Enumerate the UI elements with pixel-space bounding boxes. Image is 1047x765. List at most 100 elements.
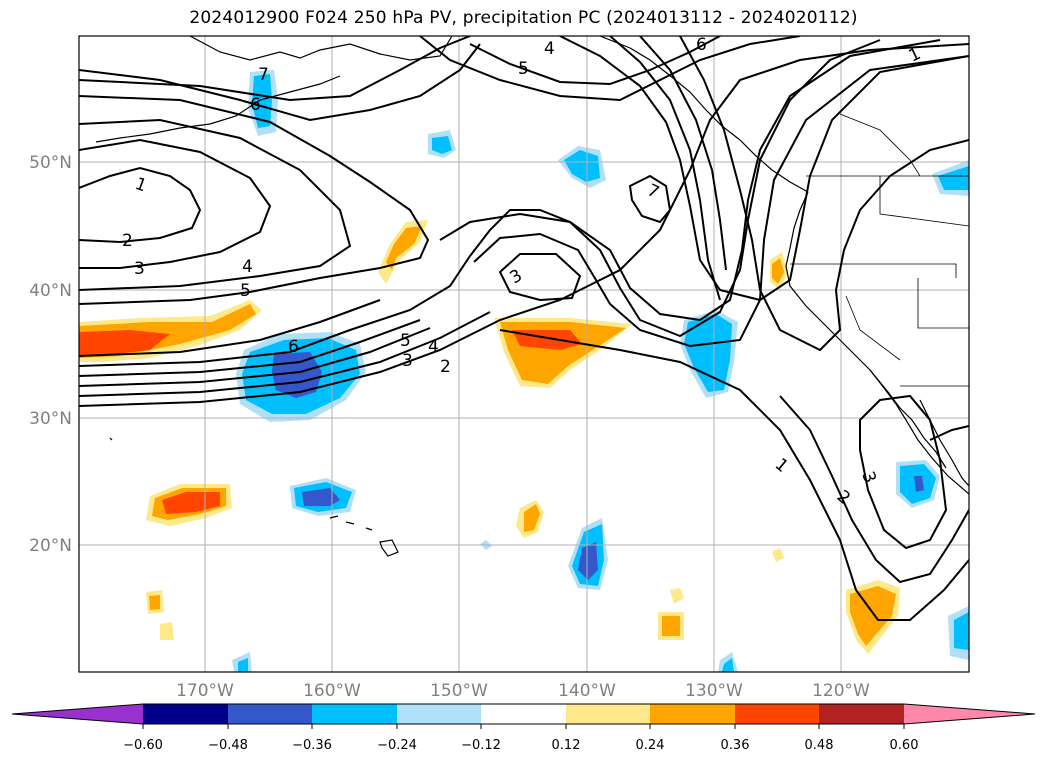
hawaiian-islands xyxy=(329,515,399,557)
map-plot-area: 1 2 3 4 5 6 7 6 5 3 4 2 3 4 5 6 7 1 1 2 … xyxy=(79,35,969,672)
colorbar-tick-label: 0.60 xyxy=(890,738,919,753)
colorbar-bin xyxy=(481,704,566,724)
pv-label: 3 xyxy=(402,351,413,371)
pv-label: 3 xyxy=(134,259,145,279)
lon-label: 170°W xyxy=(176,681,234,701)
pv-contour-6 xyxy=(79,299,381,357)
pv-contour-east-2 xyxy=(609,36,721,301)
pv-contour-cutoff-a xyxy=(439,39,941,322)
colorbar-bin xyxy=(397,704,481,724)
precip-negative-area xyxy=(684,314,732,392)
colorbar-min-extend xyxy=(12,704,143,724)
pv-label: 4 xyxy=(544,39,555,59)
pv-contours xyxy=(79,36,969,621)
north-america-west-coast xyxy=(785,191,969,495)
graticule xyxy=(79,36,969,672)
colorbar-tick-label: 0.12 xyxy=(552,738,581,753)
pv-contour-upper-4 xyxy=(79,95,430,305)
pv-contour-east-1 xyxy=(559,36,969,302)
precip-negative-area xyxy=(564,150,600,182)
precip-negative-area xyxy=(914,476,924,492)
pv-contour-east-4 xyxy=(679,36,969,352)
pv-contour-3 xyxy=(79,327,431,387)
pv-label: 5 xyxy=(518,59,529,79)
lat-label: 50°N xyxy=(29,153,72,173)
aleutian-chain xyxy=(95,75,341,143)
precip-positive-area xyxy=(662,616,680,636)
pv-contour-upper-1 xyxy=(79,166,202,244)
pv-contour-cutoff-b xyxy=(473,55,969,348)
precip-positive-area xyxy=(850,586,896,646)
lon-label: 160°W xyxy=(303,681,361,701)
precip-negative-area xyxy=(302,488,340,506)
pv-contour-cutoff-d xyxy=(628,174,672,224)
colorbar-bin xyxy=(228,704,312,724)
pv-contour-upper-5 xyxy=(79,36,471,102)
colorbar-tick-label: −0.36 xyxy=(292,738,332,753)
colorbar-tick-label: −0.24 xyxy=(377,738,417,753)
precip-negative-area xyxy=(954,612,969,650)
lat-label: 20°N xyxy=(29,536,72,556)
pv-contour-2 xyxy=(79,311,491,397)
precip-positive-area xyxy=(524,504,540,532)
colorbar-tick-label: 0.36 xyxy=(721,738,750,753)
pv-label: 4 xyxy=(242,257,253,277)
pv-label: 5 xyxy=(240,281,251,301)
pv-contour-upper-3 xyxy=(79,118,352,291)
precip-positive-area xyxy=(149,595,160,610)
map-frame xyxy=(78,35,970,673)
latitude-labels: 50°N 40°N 30°N 20°N xyxy=(29,153,72,556)
colorbar: −0.60 −0.48 −0.36 −0.24 −0.12 0.12 0.24 … xyxy=(11,703,1036,753)
lon-label: 130°W xyxy=(685,681,743,701)
pv-label: 6 xyxy=(288,337,299,357)
pv-label: 7 xyxy=(258,65,269,85)
colorbar-tick-label: −0.60 xyxy=(123,738,163,753)
precip-negative-area xyxy=(722,658,734,672)
precip-positive-area xyxy=(670,588,684,604)
lat-label: 30°N xyxy=(29,409,72,429)
pv-contour-cutoff-c xyxy=(498,253,582,302)
colorbar-max-extend xyxy=(904,704,1035,724)
colorbar-bin xyxy=(143,704,228,724)
colorbar-tick-label: 0.48 xyxy=(805,738,834,753)
pv-label: 2 xyxy=(122,231,133,251)
precip-negative-area xyxy=(238,658,248,672)
pv-label: 2 xyxy=(440,357,451,377)
small-island xyxy=(109,437,113,441)
pv-label: 6 xyxy=(696,35,707,55)
pv-contour-jet-a xyxy=(469,36,721,86)
pv-label: 4 xyxy=(428,337,439,357)
pv-contour-east-3 xyxy=(639,36,727,271)
precip-positive-area xyxy=(772,258,784,284)
colorbar-bin xyxy=(566,704,650,724)
colorbar-tick-label: 0.24 xyxy=(636,738,665,753)
lon-label: 120°W xyxy=(812,681,870,701)
colorbar-bin xyxy=(650,704,735,724)
precip-positive-area xyxy=(160,622,174,640)
pv-contour-5 xyxy=(79,39,881,367)
pv-contour-trough-2 xyxy=(779,395,969,584)
baja-california xyxy=(869,369,947,469)
precip-negative-area xyxy=(938,166,969,190)
political-borders xyxy=(790,113,969,387)
pv-label: 6 xyxy=(250,95,261,115)
precip-positive-area xyxy=(79,330,170,356)
colorbar-bin xyxy=(312,704,397,724)
precip-negative-area xyxy=(578,542,598,580)
pv-contour-upper-2 xyxy=(79,138,272,269)
pv-contour-trough-1 xyxy=(499,329,969,621)
map-title: 2024012900 F024 250 hPa PV, precipitatio… xyxy=(189,8,858,28)
pv-label: 5 xyxy=(400,331,411,351)
longitude-labels: 170°W 160°W 150°W 140°W 130°W 120°W xyxy=(176,681,870,701)
pv-contour-7 xyxy=(79,43,481,122)
precip-negative-area xyxy=(252,74,272,128)
colorbar-bin xyxy=(819,704,904,724)
colorbar-tick-label: −0.48 xyxy=(208,738,248,753)
gulf-of-alaska-coast xyxy=(599,36,809,193)
lon-label: 150°W xyxy=(430,681,488,701)
colorbar-bin xyxy=(735,704,819,724)
lat-label: 40°N xyxy=(29,281,72,301)
colorbar-tick-label: −0.12 xyxy=(461,738,501,753)
precip-negative-area xyxy=(432,136,452,154)
